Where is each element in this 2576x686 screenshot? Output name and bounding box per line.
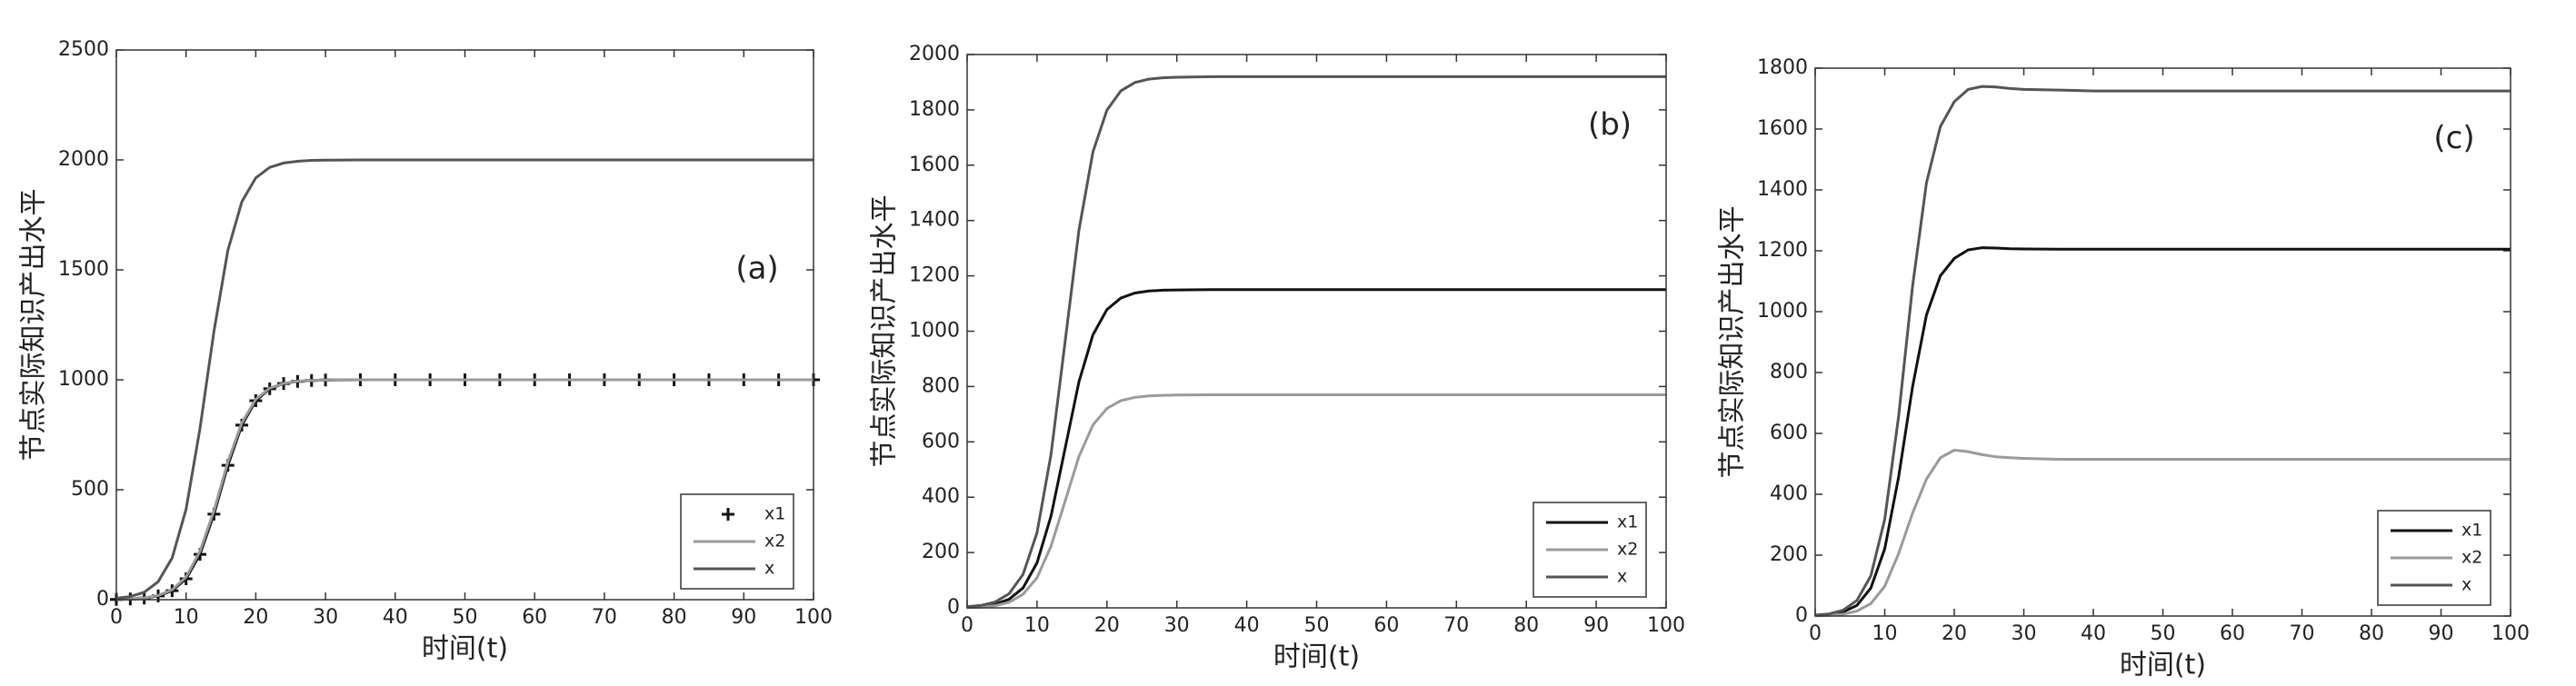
axes-frame (115, 49, 814, 601)
series-line (1814, 85, 2511, 617)
y-tick-label: 1500 (58, 258, 109, 281)
x-tick-label: 0 (110, 606, 123, 629)
y-tick-label: 200 (1770, 543, 1808, 566)
series-line (115, 158, 814, 600)
series-line (1814, 246, 2511, 617)
y-tick-label: 0 (947, 596, 960, 619)
series-line (966, 75, 1666, 609)
y-tick-label: 1200 (1757, 239, 1808, 262)
x-tick-label: 90 (2429, 622, 2454, 645)
y-tick-label: 400 (1770, 482, 1808, 505)
y-tick-label: 2500 (58, 38, 109, 61)
x-axis-label: 时间(t) (422, 633, 508, 665)
x-tick-label: 80 (2359, 622, 2384, 645)
y-tick-label: 1800 (1757, 56, 1808, 79)
legend-label: x1 (2461, 521, 2482, 541)
plot: 0 500 1000 1500 2000 2500 0 10 20 30 40 50 60 70 80 90 1… (18, 38, 834, 665)
series-line (966, 393, 1666, 610)
x-tick-label: 0 (961, 614, 973, 637)
y-tick-label: 2000 (58, 148, 109, 171)
x-tick-label: 80 (662, 606, 687, 629)
x-tick-label: 30 (1164, 614, 1190, 637)
x-tick-label: 60 (1373, 614, 1399, 637)
annotation: (b) (1588, 107, 1632, 144)
x-tick-label: 70 (2290, 622, 2315, 645)
x-tick-label: 10 (1024, 614, 1050, 637)
x-tick-label: 30 (2012, 622, 2037, 645)
y-tick-label: 800 (922, 374, 960, 397)
annotation: (a) (735, 251, 778, 287)
x-tick-label: 10 (1872, 622, 1898, 645)
legend-label: x (2461, 575, 2471, 595)
y-tick-label: 2000 (909, 43, 960, 65)
x-tick-label: 90 (731, 606, 756, 629)
plot: 0 200 400 600 800 1000 1200 1400 1600 1800 0 10 20 30… (1717, 56, 2531, 681)
x-tick-label: 100 (794, 606, 833, 629)
x-tick-label: 50 (453, 606, 478, 629)
x-axis-label: 时间(t) (2120, 650, 2206, 681)
legend-label: x2 (764, 532, 785, 552)
series-line (1814, 448, 2511, 618)
y-tick-label: 1000 (1757, 300, 1808, 323)
x-tick-label: 40 (2081, 622, 2106, 645)
y-tick-label: 600 (922, 430, 960, 452)
x-tick-label: 30 (313, 606, 338, 629)
x-tick-label: 60 (522, 606, 547, 629)
x-axis-label: 时间(t) (1273, 641, 1360, 673)
y-tick-label: 400 (922, 485, 960, 508)
legend-label: x1 (764, 504, 785, 524)
x-tick-label: 90 (1583, 614, 1609, 637)
y-tick-label: 1600 (909, 154, 960, 176)
y-tick-label: 800 (1770, 361, 1808, 383)
y-axis-label: 节点实际知识产出水平 (18, 189, 50, 462)
legend-label: x (764, 559, 774, 579)
x-tick-label: 70 (1443, 614, 1469, 637)
x-tick-label: 20 (1942, 622, 1967, 645)
y-tick-label: 1000 (909, 320, 960, 343)
y-tick-label: 1000 (58, 368, 109, 391)
y-tick-label: 500 (71, 478, 109, 501)
y-axis-label: 节点实际知识产出水平 (1717, 206, 1749, 479)
x-tick-label: 100 (1647, 614, 1685, 637)
x-tick-label: 40 (383, 606, 408, 629)
annotation: (c) (2433, 120, 2474, 156)
x-tick-label: 100 (2491, 622, 2530, 645)
x-tick-label: 50 (2151, 622, 2176, 645)
x-tick-label: 70 (592, 606, 617, 629)
y-tick-label: 1800 (909, 98, 960, 121)
x-tick-label: 0 (1809, 622, 1822, 645)
legend: x1 x2 x (680, 493, 794, 590)
legend-label: x (1617, 567, 1627, 587)
series-line (966, 288, 1666, 609)
legend: x1 x2 x (1533, 502, 1647, 598)
y-tick-label: 200 (922, 541, 960, 563)
legend-label: x2 (1617, 540, 1638, 560)
legend: x1 x2 x (2377, 510, 2491, 606)
y-tick-label: 1400 (1757, 178, 1808, 201)
x-tick-label: 20 (1094, 614, 1120, 637)
y-tick-label: 600 (1770, 422, 1808, 444)
plot: 0 200 400 600 800 1000 1200 1400 1600 1800 2000 0 10… (869, 43, 1686, 673)
y-tick-label: 1400 (909, 209, 960, 232)
y-tick-label: 0 (1795, 604, 1808, 627)
axes-frame (1814, 67, 2511, 617)
x-tick-label: 20 (243, 606, 268, 629)
legend-label: x2 (2461, 548, 2482, 568)
legend-swatch (722, 508, 734, 521)
series-line (115, 378, 814, 601)
x-tick-label: 10 (174, 606, 199, 629)
y-tick-label: 0 (96, 588, 109, 611)
y-tick-label: 1200 (909, 264, 960, 287)
axes-frame (966, 54, 1667, 609)
x-tick-label: 40 (1234, 614, 1260, 637)
x-tick-label: 60 (2220, 622, 2245, 645)
x-tick-label: 50 (1304, 614, 1330, 637)
y-tick-label: 1600 (1757, 117, 1808, 140)
x-tick-label: 80 (1513, 614, 1539, 637)
legend-label: x1 (1617, 512, 1638, 532)
y-axis-label: 节点实际知识产出水平 (869, 195, 901, 468)
